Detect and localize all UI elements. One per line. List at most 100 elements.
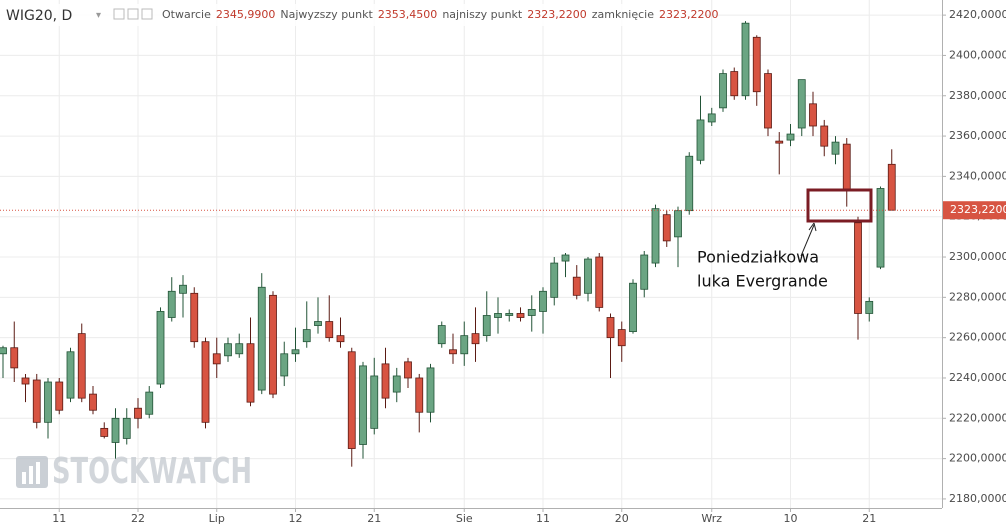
- x-tick-label: Sie: [456, 512, 473, 525]
- candle-body: [179, 284, 187, 294]
- candle-body: [257, 286, 266, 391]
- watermark-icon-bar: [22, 472, 26, 484]
- candle-body: [707, 113, 716, 123]
- icon[interactable]: [113, 8, 125, 20]
- axes: 2180,0000 2200,0000 2220,0000 2240,0000 2260…: [52, 8, 1006, 525]
- watermark-icon-bar: [29, 466, 33, 484]
- candle-body: [156, 311, 165, 385]
- candle-body: [325, 321, 334, 339]
- candle-body: [887, 163, 896, 211]
- candle-body: [404, 361, 412, 379]
- candle-body: [190, 292, 199, 343]
- candle-body: [291, 349, 300, 355]
- candle-body: [494, 313, 502, 318]
- candle-body: [134, 407, 142, 419]
- candle-body: [89, 393, 97, 411]
- x-tick-label: 21: [862, 512, 876, 525]
- candle-body: [786, 133, 795, 141]
- candle-body: [640, 254, 649, 290]
- ohlc-label: zamknięcie: [592, 8, 654, 21]
- ohlc-label: Otwarcie: [162, 8, 211, 21]
- candle-body: [32, 379, 41, 423]
- watermark: STOCKWATCH: [16, 451, 252, 492]
- y-tick-label: 2280,0000: [949, 290, 1006, 303]
- y-tick-label: 2260,0000: [949, 331, 1006, 344]
- icon[interactable]: [141, 8, 153, 20]
- candle-body: [865, 300, 874, 314]
- y-tick-label: 2200,0000: [949, 452, 1006, 465]
- candle-body: [696, 119, 705, 161]
- candle-body: [876, 188, 885, 268]
- candle-body: [505, 313, 514, 316]
- candle-body: [336, 335, 345, 343]
- annotation-line: luka Evergrande: [697, 272, 828, 291]
- x-tick-label: 22: [131, 512, 145, 525]
- candle-body: [775, 140, 784, 144]
- candle-body: [685, 155, 694, 212]
- candle-body: [381, 363, 390, 399]
- x-tick-label: 21: [367, 512, 381, 525]
- candle-body: [224, 343, 232, 357]
- candle-body: [809, 103, 817, 127]
- y-tick-label: 2380,0000: [949, 89, 1006, 102]
- watermark-icon-bar: [36, 462, 40, 484]
- ohlc-label: najniszy punkt: [442, 8, 523, 21]
- arrow: [800, 224, 815, 257]
- candle-body: [167, 290, 176, 318]
- candle-body: [539, 290, 547, 312]
- y-tick-label: 2180,0000: [949, 492, 1006, 505]
- candle-body: [831, 141, 840, 155]
- y-tick-label: 2300,0000: [949, 250, 1006, 263]
- gap-box: [806, 188, 873, 223]
- x-tick-label: 12: [289, 512, 303, 525]
- candle-body: [561, 254, 570, 262]
- candle-body: [617, 329, 626, 347]
- candle-body: [10, 347, 19, 369]
- y-tick-label: 2220,0000: [949, 411, 1006, 424]
- candle-body: [314, 321, 322, 326]
- candle-body: [302, 329, 311, 343]
- candle-body: [145, 391, 154, 415]
- candle-body: [235, 343, 244, 355]
- candle-body: [595, 256, 604, 308]
- icon[interactable]: [127, 8, 139, 20]
- annotation-line: Poniedziałkowa: [697, 248, 819, 267]
- candle-body: [44, 381, 52, 423]
- candle-body: [347, 351, 356, 449]
- candle-body: [516, 313, 525, 318]
- x-tick-label: Lip: [209, 512, 225, 525]
- candle-body: [572, 276, 581, 296]
- header-bg: [0, 4, 700, 26]
- candle-body: [55, 381, 64, 411]
- arrow-head: [808, 222, 817, 232]
- candle-body: [212, 353, 221, 365]
- x-tick-label: 11: [52, 512, 66, 525]
- candle-body: [842, 143, 851, 191]
- candle-body: [719, 73, 727, 109]
- candle-body: [460, 335, 469, 355]
- candle-body: [0, 347, 7, 355]
- candle-body: [437, 325, 446, 345]
- candle-body: [820, 125, 829, 147]
- ohlc-value: 2353,4500: [378, 8, 438, 21]
- x-tick-label: 20: [615, 512, 629, 525]
- y-tick-label: 2340,0000: [949, 169, 1006, 182]
- watermark-text: STOCKWATCH: [52, 451, 252, 492]
- price-tag: [943, 201, 1006, 220]
- candle-body: [449, 349, 457, 355]
- candle-body: [269, 294, 277, 395]
- candle-body: [415, 377, 424, 413]
- candle-body: [77, 333, 86, 399]
- candle-body: [370, 375, 379, 429]
- ohlc-label: Najwyzszy punkt: [280, 8, 373, 21]
- plot: [0, 21, 942, 467]
- dropdown[interactable]: ▾: [96, 10, 101, 21]
- price-tag-label: 2323,2200: [950, 203, 1006, 216]
- ohlc: Otwarcie 2345,9900 Najwyzszy punkt 2353,450…: [162, 8, 719, 21]
- candle-body: [741, 22, 750, 97]
- ohlc-value: 2345,9900: [216, 8, 276, 21]
- candle-body: [246, 343, 255, 403]
- candle-body: [854, 222, 862, 314]
- candle-body: [122, 417, 131, 439]
